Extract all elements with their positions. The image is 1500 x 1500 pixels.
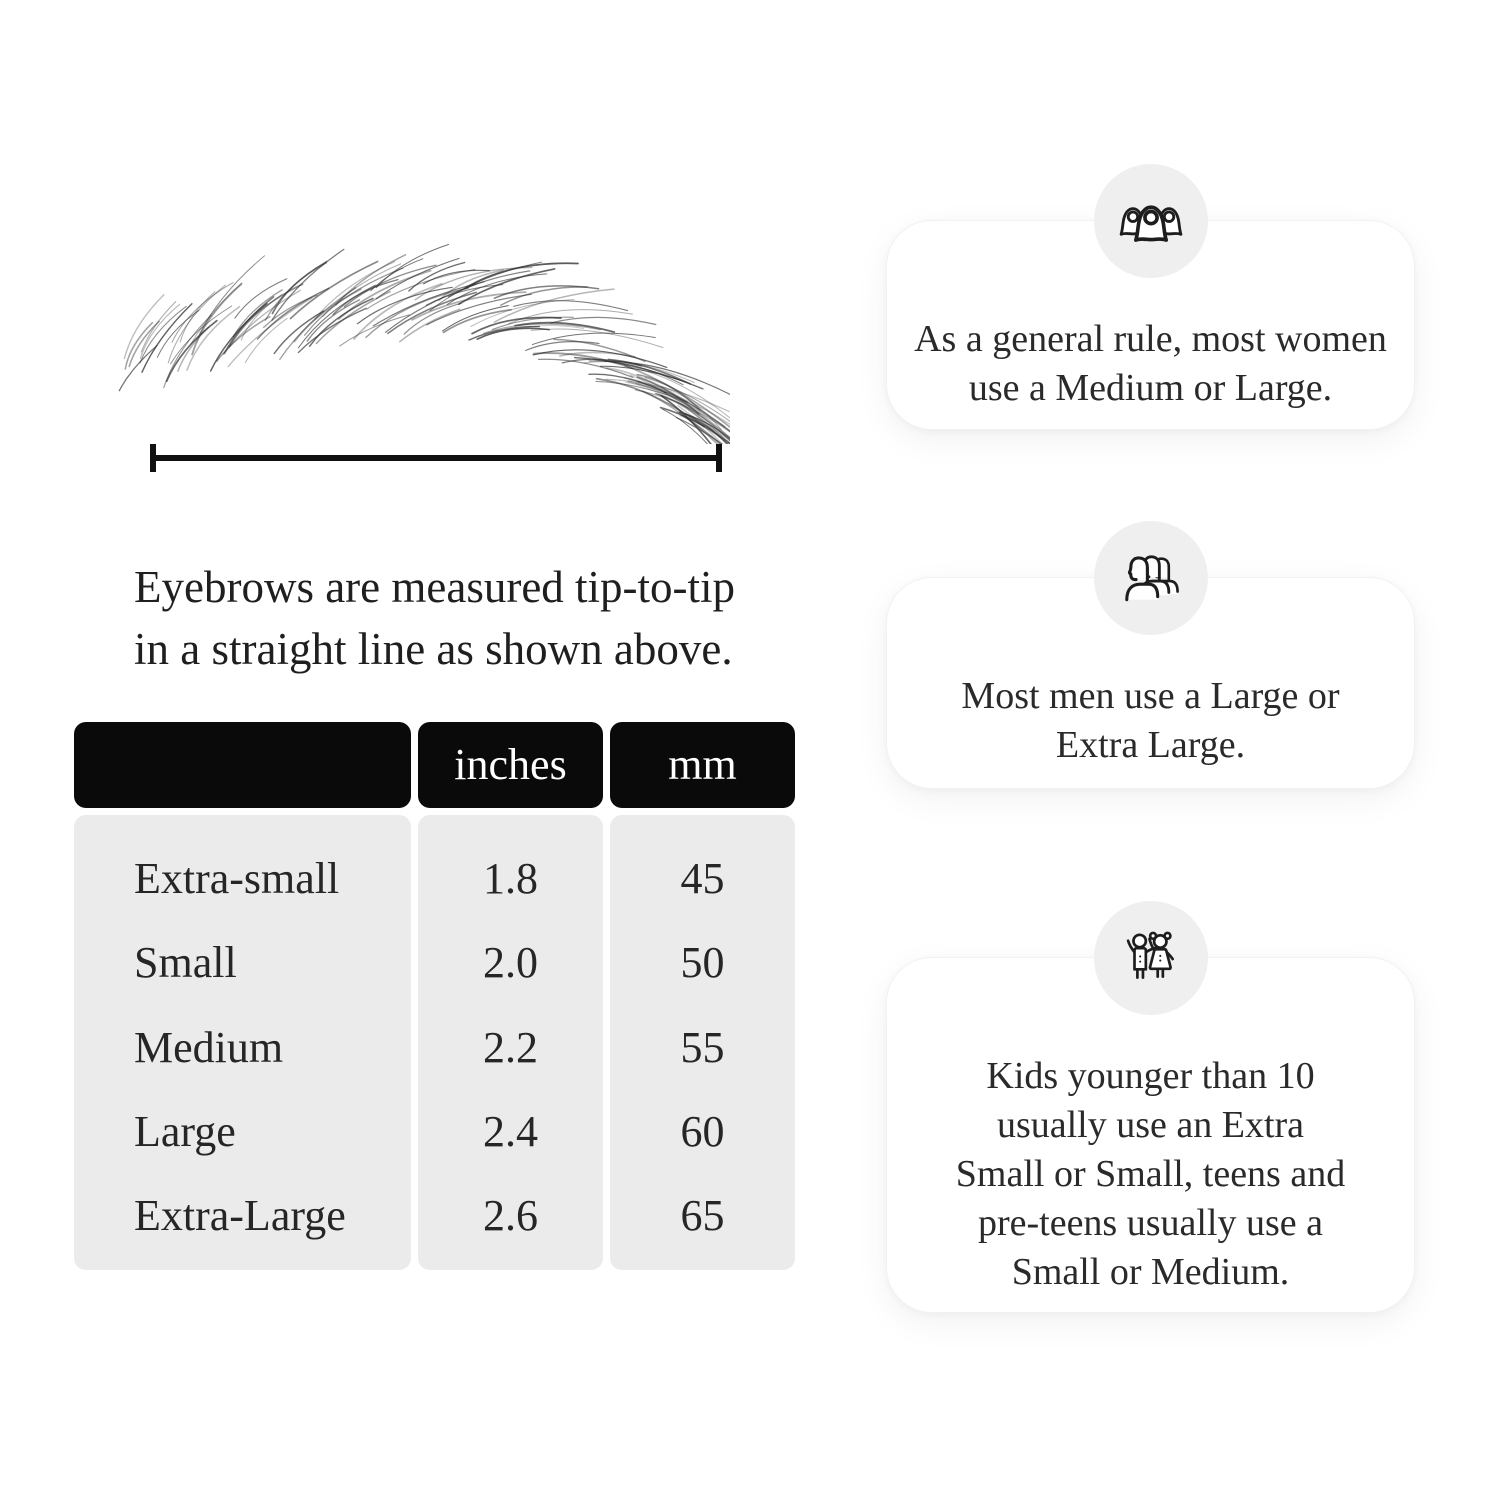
table-row: Extra-small 1.8 45 [74, 837, 795, 921]
mm-value: 55 [680, 1023, 725, 1072]
inches-value: 2.6 [483, 1191, 538, 1240]
table-header-size [74, 722, 411, 808]
card-text: Kids younger than 10 usually use an Extr… [887, 958, 1414, 1297]
size-label: Small [134, 938, 237, 987]
table-row: Small 2.0 50 [74, 921, 795, 1005]
eyebrow-illustration [118, 244, 730, 444]
table-body-column-inches [418, 815, 603, 1270]
inches-value: 2.2 [483, 1023, 538, 1072]
card-text-line: Small or Small, teens and [955, 1153, 1346, 1195]
figure-caption-line-1: Eyebrows are measured tip-to-tip [134, 562, 736, 612]
figure-caption: Eyebrows are measured tip-to-tip in a st… [134, 556, 834, 680]
card-text-line: use a Medium or Large. [968, 367, 1333, 409]
card-text-line: pre-teens usually use a [977, 1202, 1324, 1244]
inches-value: 2.0 [483, 938, 538, 987]
card-text-line: Small or Medium. [1011, 1251, 1290, 1293]
card-text-line: As a general rule, most women [914, 318, 1387, 360]
card-text-line: Most men use a Large or [961, 675, 1340, 717]
size-label: Extra-small [134, 854, 340, 903]
mm-value: 45 [680, 854, 725, 903]
icon-badge [1093, 164, 1208, 278]
size-label: Large [134, 1107, 236, 1156]
table-body-column-size [74, 815, 411, 1270]
mm-value: 60 [680, 1107, 725, 1156]
table-row: Large 2.4 60 [74, 1090, 795, 1174]
table-row: Medium 2.2 55 [74, 1006, 795, 1090]
card-text: Most men use a Large or Extra Large. [887, 578, 1414, 770]
icon-badge [1093, 901, 1208, 1015]
size-label: Extra-Large [134, 1191, 346, 1240]
card-text-line: Extra Large. [1055, 724, 1246, 766]
card-text-line: Kids younger than 10 [986, 1055, 1315, 1097]
kids-icon [1126, 931, 1174, 979]
info-card-kids: Kids younger than 10 usually use an Extr… [886, 901, 1415, 1313]
measurement-end-tick-right [716, 444, 722, 472]
size-label: Medium [134, 1023, 284, 1072]
table-body-column-mm [610, 815, 795, 1270]
mm-value: 50 [680, 938, 725, 987]
info-card-men: Most men use a Large or Extra Large. [886, 521, 1415, 789]
card-text-line: usually use an Extra [996, 1104, 1305, 1146]
info-card-women: As a general rule, most women use a Medi… [886, 164, 1415, 430]
mm-value: 65 [680, 1191, 725, 1240]
inches-value: 1.8 [483, 854, 538, 903]
table-header-mm: mm [610, 722, 795, 808]
measurement-line [150, 444, 722, 472]
table-header-inches: inches [418, 722, 603, 808]
icon-badge [1093, 521, 1208, 635]
measurement-bar [150, 455, 722, 461]
women-group-icon [1119, 205, 1182, 242]
men-group-icon [1124, 555, 1179, 602]
inches-value: 2.4 [483, 1107, 538, 1156]
card-text: As a general rule, most women use a Medi… [887, 221, 1414, 413]
figure-caption-line-2: in a straight line as shown above. [134, 624, 733, 674]
table-row: Extra-Large 2.6 65 [74, 1174, 795, 1258]
